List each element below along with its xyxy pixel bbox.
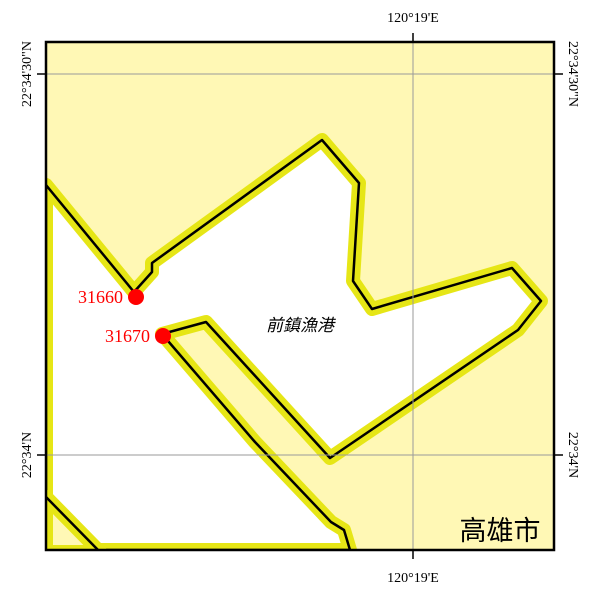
- lat-label-left-lower: 22°34'N: [20, 432, 35, 478]
- lat-label-right-upper: 22°34'30"N: [565, 41, 580, 107]
- lat-label-right-lower: 22°34'N: [565, 432, 580, 478]
- lower-left-coastline: [46, 496, 100, 550]
- lat-label-left-upper: 22°34'30"N: [20, 41, 35, 107]
- station-label-31660: 31660: [78, 287, 123, 307]
- station-marker-31660[interactable]: [128, 289, 144, 305]
- harbor-name-label: 前鎮漁港: [266, 316, 336, 336]
- station-marker-31670[interactable]: [155, 328, 171, 344]
- lon-label-bottom: 120°19'E: [387, 571, 439, 586]
- map-frame: [44, 40, 556, 552]
- city-name-label: 高雄市: [460, 516, 541, 547]
- harbor-coastline: [46, 138, 543, 550]
- lon-label-top: 120°19'E: [387, 11, 439, 26]
- station-label-31670: 31670: [105, 326, 150, 346]
